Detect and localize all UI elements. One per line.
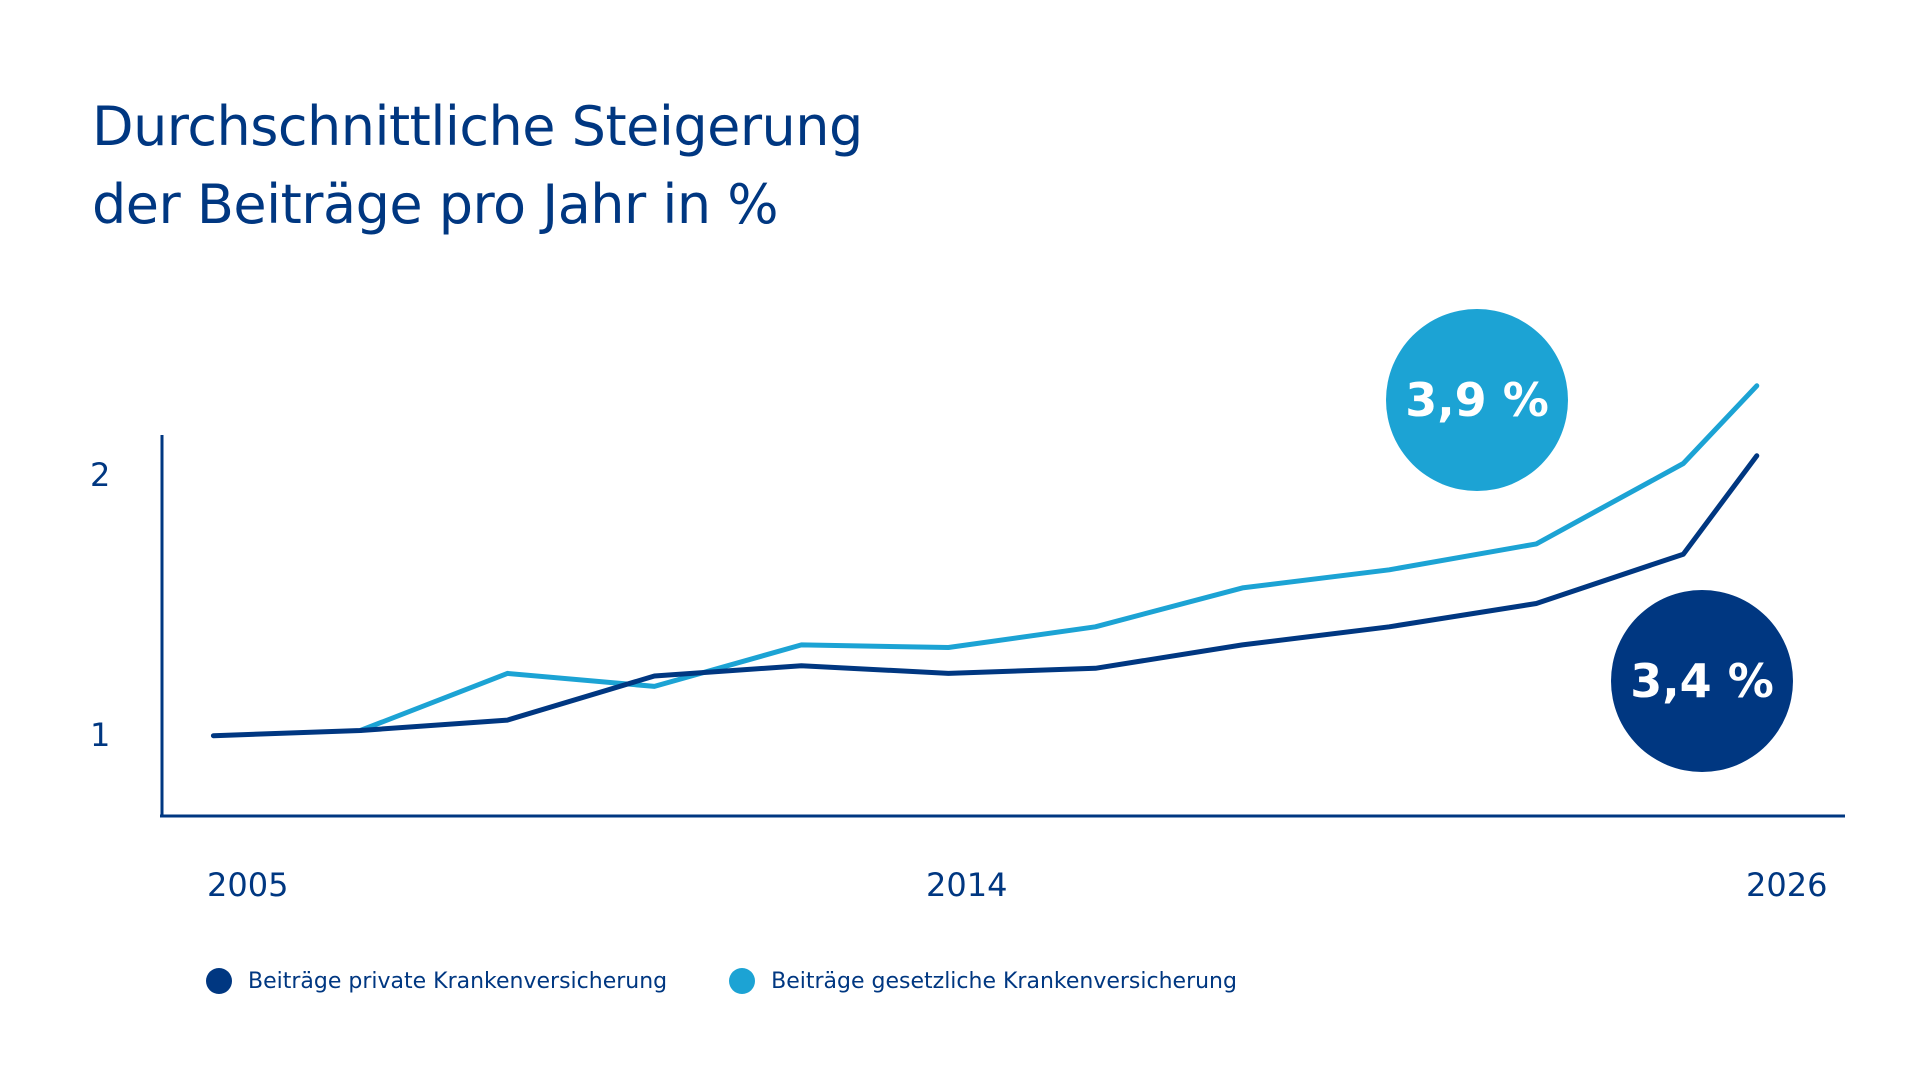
y-tick-label-1: 1 <box>90 716 110 754</box>
chart-title-line-2: der Beiträge pro Jahr in % <box>92 173 779 236</box>
badge-public: 3,9 % <box>1386 309 1568 491</box>
legend-dot-private <box>206 968 232 994</box>
y-tick-label-2: 2 <box>90 456 110 494</box>
series-layer <box>210 383 1760 739</box>
badge-private-circle <box>1611 590 1793 772</box>
axes <box>160 435 1845 818</box>
x-tick-label-2014: 2014 <box>926 866 1007 904</box>
series-line-private-krankenversicherung <box>210 453 1760 739</box>
chart-title-line-1: Durchschnittliche Steigerung <box>92 95 863 158</box>
badge-public-text: 3,9 % <box>1405 373 1549 427</box>
legend-item-private: Beiträge private Krankenversicherung <box>206 968 667 994</box>
badge-private: 3,4 % <box>1611 590 1793 772</box>
x-tick-label-2026: 2026 <box>1746 866 1827 904</box>
legend-label-public: Beiträge gesetzliche Krankenversicherung <box>771 968 1237 994</box>
legend-item-public: Beiträge gesetzliche Krankenversicherung <box>729 968 1237 994</box>
x-tick-label-2005: 2005 <box>207 866 288 904</box>
badge-private-text: 3,4 % <box>1630 654 1774 708</box>
badge-public-circle <box>1386 309 1568 491</box>
x-tick-labels: 2005 2014 2026 <box>207 866 1827 904</box>
chart-title: Durchschnittliche Steigerung der Beiträg… <box>92 88 1292 244</box>
legend-label-private: Beiträge private Krankenversicherung <box>248 968 668 994</box>
y-tick-labels: 2 1 <box>90 456 110 754</box>
legend: Beiträge private Krankenversicherung Bei… <box>206 968 1299 994</box>
series-line-gesetzliche-krankenversicherung <box>357 383 1760 733</box>
legend-dot-public <box>729 968 756 994</box>
